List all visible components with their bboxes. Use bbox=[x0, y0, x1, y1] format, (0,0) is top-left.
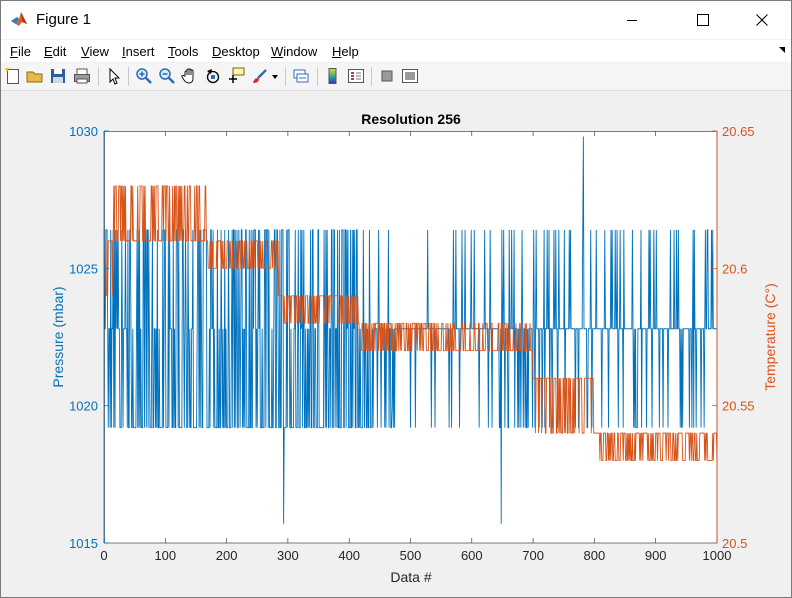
x-axis-label: Data # bbox=[390, 569, 431, 585]
maximize-button[interactable] bbox=[680, 1, 726, 39]
x-tick-label: 500 bbox=[400, 548, 422, 563]
brush-icon[interactable] bbox=[251, 67, 269, 85]
pan-hand-icon[interactable] bbox=[181, 67, 199, 85]
zoom-in-icon[interactable] bbox=[135, 67, 153, 85]
matlab-logo-icon bbox=[11, 12, 27, 26]
x-tick-label: 400 bbox=[338, 548, 360, 563]
brush-dropdown-icon[interactable] bbox=[271, 67, 279, 85]
window-title: Figure 1 bbox=[36, 11, 92, 28]
minimize-icon bbox=[627, 20, 637, 21]
left-tick-label: 1025 bbox=[69, 261, 98, 276]
left-axis-label: Pressure (mbar) bbox=[50, 286, 66, 387]
x-tick-label: 0 bbox=[100, 548, 107, 563]
x-axis: 0 100 200 300 400 500 600 700 800 900 1000 bbox=[100, 131, 731, 563]
minimize-button[interactable] bbox=[609, 1, 655, 39]
toolbar-separator bbox=[128, 67, 129, 86]
x-tick-label: 1000 bbox=[703, 548, 732, 563]
menu-file[interactable]: File bbox=[10, 44, 31, 59]
left-tick-label: 1030 bbox=[69, 124, 98, 139]
insert-colorbar-icon[interactable] bbox=[324, 67, 342, 85]
right-tick-label: 20.5 bbox=[722, 536, 747, 551]
menu-view[interactable]: View bbox=[81, 44, 109, 59]
right-tick-label: 20.55 bbox=[722, 399, 755, 414]
menu-desktop[interactable]: Desktop bbox=[212, 44, 260, 59]
plot-area[interactable]: 0 100 200 300 400 500 600 700 800 900 1000 1015 102… bbox=[1, 91, 791, 597]
title-bar: Figure 1 bbox=[1, 1, 791, 39]
menu-window[interactable]: Window bbox=[271, 44, 318, 59]
close-button[interactable] bbox=[739, 1, 785, 39]
figure-canvas: 0 100 200 300 400 500 600 700 800 900 1000 1015 102… bbox=[1, 91, 791, 597]
chart-title: Resolution 256 bbox=[361, 111, 461, 127]
edit-plot-arrow-icon[interactable] bbox=[105, 67, 123, 85]
save-icon[interactable] bbox=[49, 67, 67, 85]
right-y-axis: 20.5 20.55 20.6 20.65 bbox=[712, 124, 755, 551]
menu-insert[interactable]: Insert bbox=[122, 44, 155, 59]
x-tick-label: 200 bbox=[216, 548, 238, 563]
menu-edit[interactable]: Edit bbox=[44, 44, 67, 59]
right-axis-label: Temperature (C°) bbox=[762, 283, 778, 391]
link-plot-icon[interactable] bbox=[292, 67, 310, 85]
right-tick-label: 20.6 bbox=[722, 261, 747, 276]
close-icon bbox=[756, 14, 768, 26]
dock-arrow-icon[interactable] bbox=[779, 45, 787, 53]
maximize-icon bbox=[697, 14, 709, 26]
print-icon[interactable] bbox=[73, 67, 91, 85]
x-tick-label: 100 bbox=[154, 548, 176, 563]
menu-help[interactable]: Help bbox=[332, 44, 359, 59]
right-tick-label: 20.65 bbox=[722, 124, 755, 139]
toolbar-separator bbox=[98, 67, 99, 86]
x-tick-label: 900 bbox=[645, 548, 667, 563]
figure-toolbar bbox=[1, 63, 791, 91]
open-file-icon[interactable] bbox=[26, 67, 44, 85]
new-figure-icon[interactable] bbox=[4, 67, 22, 85]
toolbar-separator bbox=[371, 67, 372, 86]
x-tick-label: 700 bbox=[522, 548, 544, 563]
insert-legend-icon[interactable] bbox=[347, 67, 365, 85]
temperature-line-path bbox=[104, 185, 718, 462]
x-tick-label: 300 bbox=[277, 548, 299, 563]
toolbar-separator bbox=[317, 67, 318, 86]
x-tick-label: 800 bbox=[584, 548, 606, 563]
left-y-axis: 1015 1020 1025 1030 bbox=[69, 124, 109, 551]
temperature-series-line bbox=[104, 185, 718, 462]
menu-bar: File Edit View Insert Tools Desktop Wind… bbox=[1, 40, 791, 62]
left-tick-label: 1015 bbox=[69, 536, 98, 551]
toolbar-separator bbox=[285, 67, 286, 86]
data-cursor-icon[interactable] bbox=[227, 67, 245, 85]
x-tick-label: 600 bbox=[461, 548, 483, 563]
zoom-out-icon[interactable] bbox=[158, 67, 176, 85]
hide-plot-tools-icon[interactable] bbox=[378, 67, 396, 85]
show-plot-tools-icon[interactable] bbox=[401, 67, 419, 85]
left-tick-label: 1020 bbox=[69, 399, 98, 414]
rotate-3d-icon[interactable] bbox=[204, 67, 222, 85]
menu-tools[interactable]: Tools bbox=[168, 44, 199, 59]
